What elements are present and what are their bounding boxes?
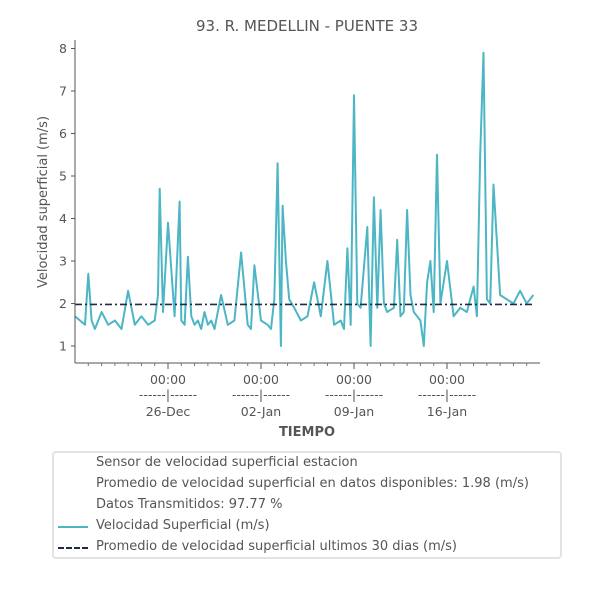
x-tick-time: 00:00 <box>243 372 279 387</box>
y-tick-label: 4 <box>59 211 67 226</box>
x-tick-date: 09-Jan <box>334 404 374 419</box>
legend-item-average-30d: Promedio de velocidad superficial ultimo… <box>54 537 560 557</box>
x-tick-date: 26-Dec <box>146 404 191 419</box>
y-axis-label: Velocidad superficial (m/s) <box>36 116 51 288</box>
legend-info-average: Promedio de velocidad superficial en dat… <box>54 474 560 494</box>
y-tick-label: 3 <box>59 254 67 269</box>
y-tick-label: 6 <box>59 126 67 141</box>
legend: Sensor de velocidad superficial estacion… <box>52 451 562 559</box>
legend-item-velocity: Velocidad Superficial (m/s) <box>54 516 560 536</box>
x-tick-time: 00:00 <box>429 372 465 387</box>
plot-area <box>74 51 535 347</box>
series-line-velocity <box>74 51 535 347</box>
legend-text: Velocidad Superficial (m/s) <box>96 518 270 533</box>
legend-swatch-velocity <box>58 526 88 528</box>
legend-text: Promedio de velocidad superficial ultimo… <box>96 539 457 554</box>
legend-text: Sensor de velocidad superficial estacion <box>96 455 358 470</box>
y-tick-label: 1 <box>59 339 67 354</box>
x-tick-separator: ------|------ <box>325 387 383 402</box>
legend-text: Promedio de velocidad superficial en dat… <box>96 476 529 491</box>
x-tick-date: 16-Jan <box>427 404 467 419</box>
x-tick-separator: ------|------ <box>418 387 476 402</box>
x-tick-separator: ------|------ <box>232 387 290 402</box>
y-tick-label: 2 <box>59 296 67 311</box>
y-tick-label: 5 <box>59 169 67 184</box>
x-tick-date: 02-Jan <box>241 404 281 419</box>
x-axis: 00:00------|------26-Dec00:00------|----… <box>75 362 540 419</box>
y-axis: 1 2 3 4 5 6 7 8 <box>59 40 76 363</box>
y-tick-label: 8 <box>59 41 67 56</box>
legend-swatch-average <box>58 547 88 549</box>
x-tick-time: 00:00 <box>150 372 186 387</box>
chart-title: 93. R. MEDELLIN - PUENTE 33 <box>196 17 418 35</box>
y-tick-label: 7 <box>59 84 67 99</box>
legend-text: Datos Transmitidos: 97.77 % <box>96 497 283 512</box>
x-tick-time: 00:00 <box>336 372 372 387</box>
x-tick-separator: ------|------ <box>139 387 197 402</box>
x-axis-label: TIEMPO <box>279 425 335 440</box>
legend-info-transmitted: Datos Transmitidos: 97.77 % <box>54 495 560 515</box>
legend-info-station: Sensor de velocidad superficial estacion <box>54 453 560 473</box>
